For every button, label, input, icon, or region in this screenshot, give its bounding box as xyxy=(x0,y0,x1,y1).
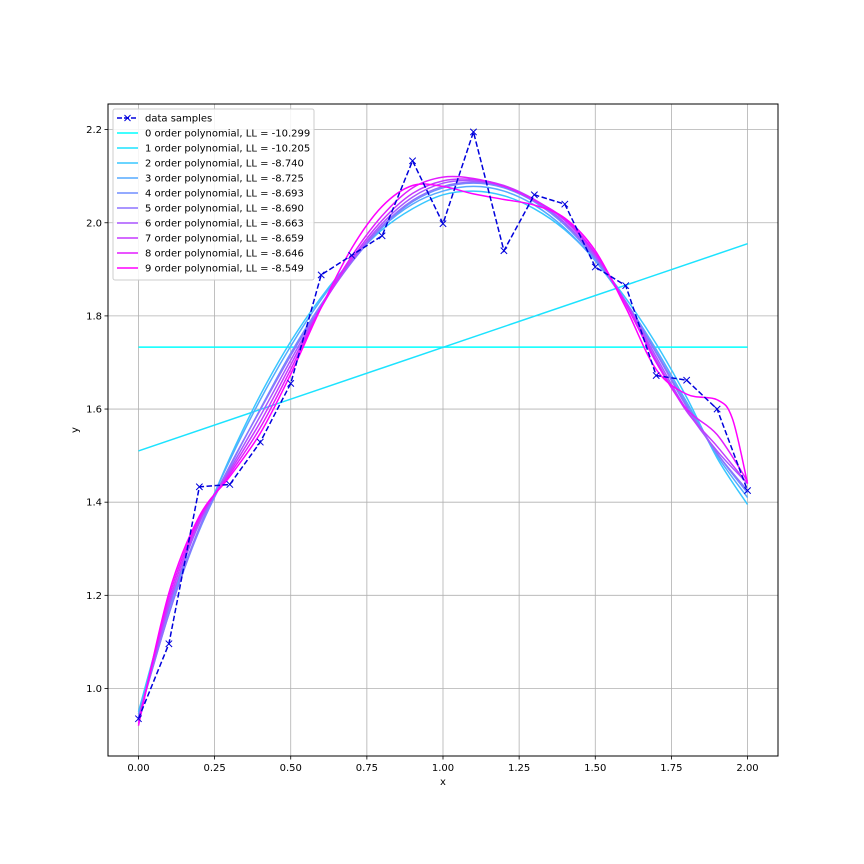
samples-layer xyxy=(134,128,752,723)
sample-point xyxy=(439,220,447,228)
sample-point xyxy=(378,232,386,240)
sample-point xyxy=(713,405,721,413)
sample-point xyxy=(408,157,417,165)
x-tick-label: 0.50 xyxy=(280,763,302,774)
legend: data samples 0 order polynomial, LL = -10… xyxy=(112,108,315,281)
legend-entry: 5 order polynomial, LL = -8.690 xyxy=(117,204,304,215)
y-tick-label: 1.4 xyxy=(86,498,102,509)
legend-label: 2 order polynomial, LL = -8.740 xyxy=(145,159,304,170)
legend-entry: 8 order polynomial, LL = -8.646 xyxy=(117,249,304,260)
y-tick-label: 1.6 xyxy=(86,405,102,416)
y-tick-label: 1.0 xyxy=(86,684,102,695)
y-ticks: 1.0 1.2 1.4 1.6 1.8 2.0 2.2 xyxy=(86,125,108,695)
legend-label: 4 order polynomial, LL = -8.693 xyxy=(145,189,304,200)
samples-line xyxy=(137,129,749,720)
legend-entry: 2 order polynomial, LL = -8.740 xyxy=(117,159,304,170)
y-tick-label: 2.0 xyxy=(86,218,102,229)
sample-point xyxy=(165,640,173,648)
legend-entry: data samples xyxy=(117,114,212,125)
series-line-3 xyxy=(137,185,749,715)
legend-label: 5 order polynomial, LL = -8.690 xyxy=(145,204,304,215)
sample-point xyxy=(500,247,508,255)
sample-point xyxy=(591,263,599,271)
sample-point xyxy=(561,200,569,208)
series-line-1 xyxy=(138,243,748,452)
y-axis-label: y xyxy=(70,427,81,433)
x-tick-label: 0.25 xyxy=(203,763,225,774)
grid xyxy=(108,104,778,756)
series-line-2 xyxy=(137,190,749,712)
sample-point xyxy=(287,379,295,387)
x-tick-label: 0.75 xyxy=(356,763,378,774)
legend-label: 9 order polynomial, LL = -8.549 xyxy=(145,264,304,275)
legend-entry: 4 order polynomial, LL = -8.693 xyxy=(117,189,304,200)
y-tick-label: 1.2 xyxy=(86,591,102,602)
sample-point xyxy=(348,251,356,259)
series-line-5 xyxy=(137,181,749,719)
sample-point xyxy=(469,128,478,136)
x-tick-label: 0.00 xyxy=(127,763,149,774)
legend-label: 6 order polynomial, LL = -8.663 xyxy=(145,219,304,230)
legend-label: 8 order polynomial, LL = -8.646 xyxy=(145,249,304,260)
sample-point xyxy=(743,486,752,495)
legend-box xyxy=(112,108,315,281)
series-line-9 xyxy=(137,183,749,726)
y-tick-label: 1.8 xyxy=(86,311,102,322)
x-tick-label: 1.75 xyxy=(660,763,682,774)
legend-entry: 3 order polynomial, LL = -8.725 xyxy=(117,174,304,185)
legend-entry: 6 order polynomial, LL = -8.663 xyxy=(117,219,304,230)
series-line-7 xyxy=(137,178,749,722)
x-axis-label: x xyxy=(440,777,446,788)
sample-point xyxy=(134,715,143,723)
sample-point xyxy=(195,483,203,491)
legend-label: 3 order polynomial, LL = -8.725 xyxy=(145,174,304,185)
sample-point xyxy=(256,438,264,446)
sample-point xyxy=(226,480,234,489)
legend-entry: 1 order polynomial, LL = -10.205 xyxy=(117,144,310,155)
sample-point xyxy=(622,282,630,290)
sample-point xyxy=(683,376,691,384)
y-tick-label: 2.2 xyxy=(86,125,102,136)
x-tick-label: 1.00 xyxy=(432,763,454,774)
series-layer xyxy=(137,175,749,726)
x-ticks: 0.00 0.25 0.50 0.75 1.00 1.25 1.50 1.75 2.00 xyxy=(127,756,759,774)
sample-point xyxy=(652,371,660,380)
legend-entry: 7 order polynomial, LL = -8.659 xyxy=(117,234,304,245)
legend-entry: 0 order polynomial, LL = -10.299 xyxy=(117,129,310,140)
legend-entry: 9 order polynomial, LL = -8.549 xyxy=(117,264,304,275)
legend-label: 0 order polynomial, LL = -10.299 xyxy=(145,129,310,140)
legend-label: 1 order polynomial, LL = -10.205 xyxy=(145,144,310,155)
legend-label: 7 order polynomial, LL = -8.659 xyxy=(145,234,304,245)
x-tick-label: 1.25 xyxy=(508,763,530,774)
sample-point xyxy=(317,271,325,279)
x-tick-label: 1.50 xyxy=(584,763,606,774)
x-tick-label: 2.00 xyxy=(736,763,758,774)
sample-point xyxy=(530,191,538,199)
legend-label: data samples xyxy=(145,114,212,125)
